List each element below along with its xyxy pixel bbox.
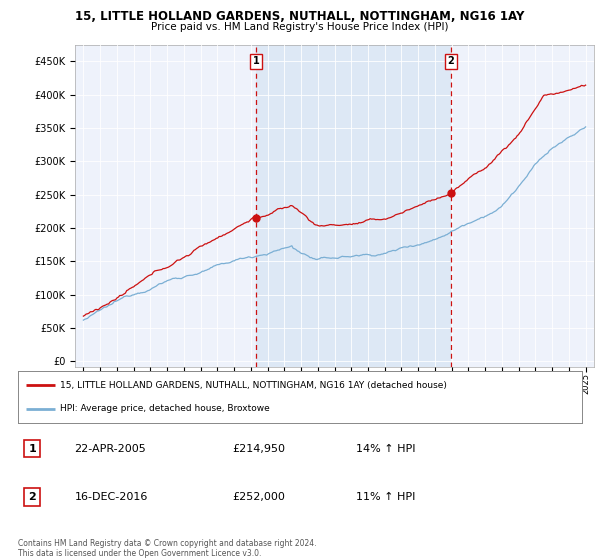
Text: 1: 1 <box>253 57 259 67</box>
Text: Contains HM Land Registry data © Crown copyright and database right 2024.
This d: Contains HM Land Registry data © Crown c… <box>18 539 317 558</box>
Text: 14% ↑ HPI: 14% ↑ HPI <box>356 444 416 454</box>
Text: 1: 1 <box>28 444 36 454</box>
Text: HPI: Average price, detached house, Broxtowe: HPI: Average price, detached house, Brox… <box>60 404 270 413</box>
Text: 2: 2 <box>28 492 36 502</box>
Text: 2: 2 <box>448 57 454 67</box>
Text: Price paid vs. HM Land Registry's House Price Index (HPI): Price paid vs. HM Land Registry's House … <box>151 22 449 32</box>
Text: £214,950: £214,950 <box>232 444 286 454</box>
Text: 15, LITTLE HOLLAND GARDENS, NUTHALL, NOTTINGHAM, NG16 1AY: 15, LITTLE HOLLAND GARDENS, NUTHALL, NOT… <box>76 10 524 23</box>
Text: 11% ↑ HPI: 11% ↑ HPI <box>356 492 416 502</box>
Text: £252,000: £252,000 <box>232 492 285 502</box>
Text: 16-DEC-2016: 16-DEC-2016 <box>74 492 148 502</box>
Text: 15, LITTLE HOLLAND GARDENS, NUTHALL, NOTTINGHAM, NG16 1AY (detached house): 15, LITTLE HOLLAND GARDENS, NUTHALL, NOT… <box>60 381 447 390</box>
Text: 22-APR-2005: 22-APR-2005 <box>74 444 146 454</box>
Bar <box>256 45 451 367</box>
